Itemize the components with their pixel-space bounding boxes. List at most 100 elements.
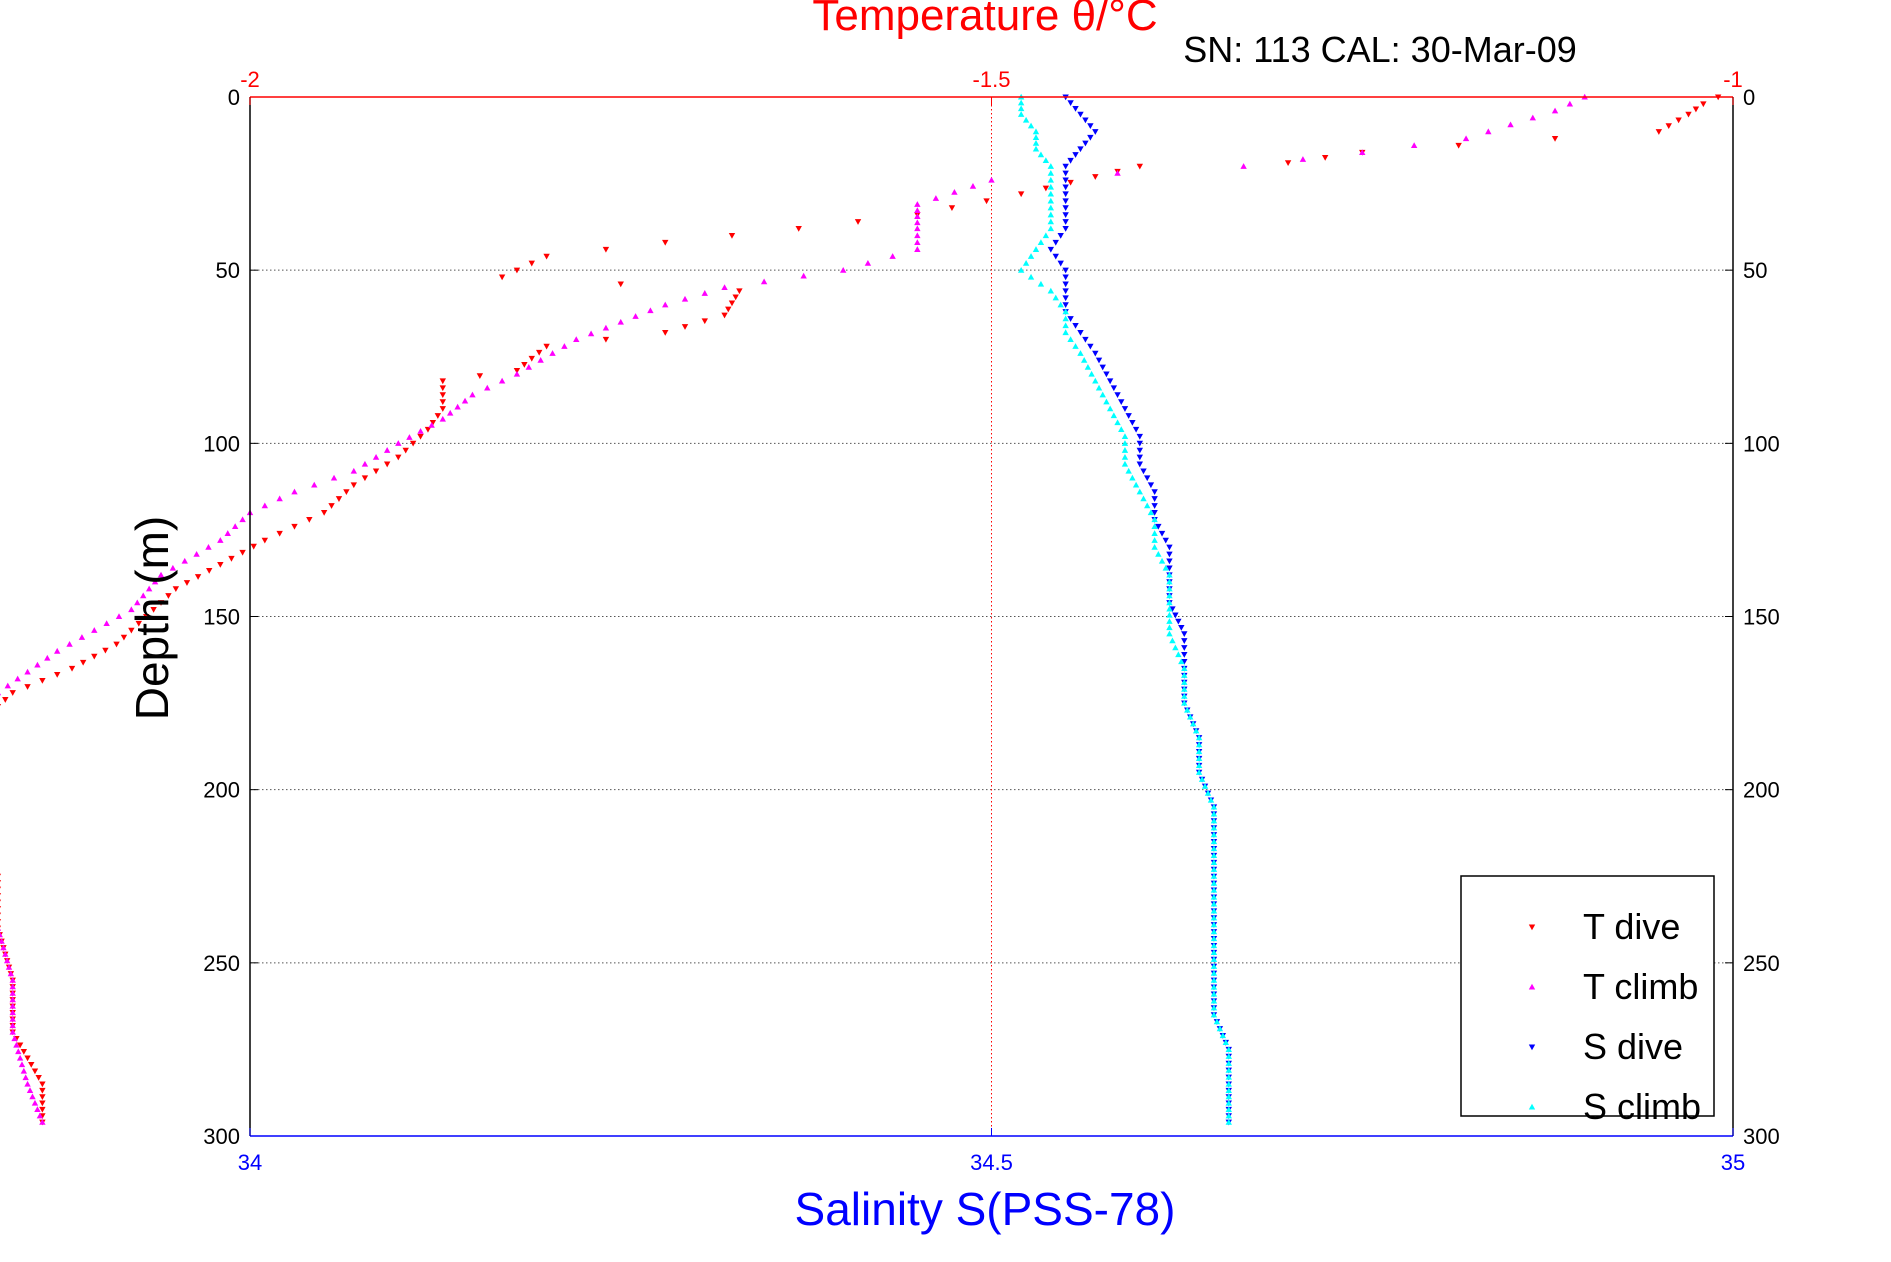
data-point xyxy=(1062,226,1069,232)
data-point xyxy=(1022,260,1030,266)
data-point xyxy=(9,1022,16,1029)
data-point xyxy=(165,593,172,599)
data-point xyxy=(1172,644,1179,651)
data-point xyxy=(1110,385,1118,392)
data-point xyxy=(1210,817,1218,824)
ticks-layer: 0 0 50 50 100 100 150 150 200 200 250 250 300 300 -2 -1… xyxy=(203,67,1779,1175)
data-point xyxy=(1136,454,1143,461)
data-point xyxy=(320,510,328,516)
data-point xyxy=(1022,116,1030,123)
data-point xyxy=(1151,537,1158,543)
data-point xyxy=(1665,123,1672,130)
data-point xyxy=(4,682,11,689)
data-point xyxy=(395,454,402,461)
data-point xyxy=(1166,544,1173,551)
data-point xyxy=(1195,769,1203,775)
data-point xyxy=(24,1080,31,1087)
data-point xyxy=(1210,942,1218,949)
data-point xyxy=(29,1093,36,1100)
data-point xyxy=(1222,1039,1230,1046)
data-point xyxy=(1181,652,1188,658)
data-point xyxy=(194,574,202,580)
data-point xyxy=(1566,100,1574,107)
data-point xyxy=(1136,461,1143,468)
data-point xyxy=(24,684,31,690)
data-point xyxy=(1067,316,1074,322)
data-point xyxy=(1210,893,1218,900)
data-point xyxy=(1088,370,1095,377)
data-point xyxy=(1225,1112,1232,1119)
data-point xyxy=(439,415,446,422)
data-point xyxy=(1106,405,1114,412)
data-point xyxy=(725,306,732,313)
data-point xyxy=(424,426,432,433)
data-point xyxy=(9,976,16,983)
y-tick-label-left: 0 xyxy=(228,85,240,110)
data-point xyxy=(1175,651,1182,658)
data-point xyxy=(1077,111,1084,118)
data-point xyxy=(528,355,535,362)
data-point xyxy=(1042,232,1050,239)
data-point xyxy=(1062,288,1069,295)
data-point xyxy=(1210,845,1218,852)
data-point xyxy=(335,496,343,502)
data-point xyxy=(537,357,544,363)
data-point xyxy=(16,1042,24,1049)
data-point xyxy=(1195,741,1203,748)
data-point xyxy=(26,1087,34,1093)
data-point xyxy=(1062,322,1069,329)
data-point xyxy=(1210,921,1218,928)
data-point xyxy=(914,213,921,220)
data-point xyxy=(1072,152,1079,158)
data-point xyxy=(311,481,318,488)
data-point xyxy=(1198,776,1206,782)
data-point xyxy=(1047,204,1055,211)
data-point xyxy=(20,1067,28,1074)
data-point xyxy=(276,530,283,537)
data-point xyxy=(0,919,2,922)
data-point xyxy=(306,516,313,523)
data-point xyxy=(15,1048,22,1055)
data-point xyxy=(1062,302,1069,308)
data-point xyxy=(602,324,610,331)
data-point xyxy=(1181,686,1188,692)
data-point xyxy=(454,403,461,410)
data-point xyxy=(406,434,413,440)
data-point xyxy=(361,460,369,467)
data-point xyxy=(1136,433,1143,440)
data-point xyxy=(1210,970,1218,976)
data-point xyxy=(54,671,61,678)
data-point xyxy=(1166,605,1173,612)
data-point xyxy=(1166,592,1173,599)
data-point xyxy=(439,385,446,392)
data-point xyxy=(134,599,141,606)
data-point xyxy=(1084,363,1092,370)
data-point xyxy=(1121,460,1129,467)
data-point xyxy=(1147,509,1155,516)
y-tick-label-right: 100 xyxy=(1743,431,1780,456)
data-point xyxy=(1047,218,1055,225)
data-point xyxy=(914,239,921,246)
data-point xyxy=(1047,246,1055,253)
data-point xyxy=(172,586,180,592)
data-point xyxy=(1210,949,1218,956)
data-point xyxy=(1169,606,1176,613)
data-point xyxy=(142,613,150,620)
data-point xyxy=(1077,329,1084,336)
data-point xyxy=(1169,637,1176,644)
data-point xyxy=(1166,558,1173,565)
data-point xyxy=(0,912,2,915)
data-point xyxy=(1140,495,1147,502)
legend-marker xyxy=(1528,1103,1536,1110)
data-point xyxy=(469,391,476,398)
data-point xyxy=(24,1055,31,1062)
data-point xyxy=(7,970,15,977)
data-point xyxy=(736,288,743,295)
data-point xyxy=(205,544,212,550)
data-point xyxy=(417,433,424,440)
data-point xyxy=(1047,183,1055,190)
data-point xyxy=(1032,246,1040,252)
data-point xyxy=(914,201,921,207)
data-point xyxy=(151,578,159,585)
data-point xyxy=(217,561,224,568)
